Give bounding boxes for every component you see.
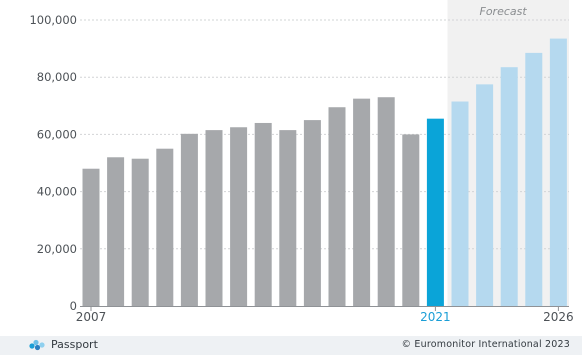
passport-brand: Passport bbox=[28, 338, 98, 351]
bar-2008 bbox=[107, 157, 125, 306]
bar-2015 bbox=[279, 130, 297, 306]
y-tick-label: 80,000 bbox=[37, 70, 77, 84]
x-tick-label: 2007 bbox=[76, 310, 107, 324]
bar-2010 bbox=[156, 148, 174, 306]
bar-2011 bbox=[180, 133, 198, 306]
x-tick-label: 2026 bbox=[543, 310, 574, 324]
bar-2016 bbox=[303, 120, 321, 306]
y-tick-label: 60,000 bbox=[37, 127, 77, 141]
y-tick-label: 100,000 bbox=[29, 13, 77, 27]
y-tick-label: 40,000 bbox=[37, 185, 77, 199]
y-axis: 0 20,000 40,000 60,000 80,000 100,000 bbox=[29, 13, 77, 313]
footer-bar: Passport © Euromonitor International 202… bbox=[0, 336, 582, 355]
y-tick-label: 0 bbox=[70, 299, 77, 313]
passport-logo-icon bbox=[29, 339, 45, 350]
copyright-text: © Euromonitor International 2023 bbox=[401, 339, 570, 350]
bar-2009 bbox=[131, 158, 149, 306]
bar-2019 bbox=[377, 97, 395, 306]
x-tick-label: 2021 bbox=[420, 310, 451, 324]
brand-label: Passport bbox=[51, 338, 98, 351]
bar-2014 bbox=[254, 122, 272, 307]
bar-chart: Forecast 0 20,000 40,000 60,000 80,000 100,00… bbox=[29, 0, 574, 324]
bar-2025 bbox=[525, 52, 543, 306]
bar-2013 bbox=[230, 127, 248, 306]
y-tick-label: 20,000 bbox=[37, 242, 77, 256]
bar-2026 bbox=[549, 38, 567, 307]
bar-2012 bbox=[205, 130, 223, 306]
x-axis: 2007 2021 2026 bbox=[76, 306, 574, 324]
bar-2018 bbox=[353, 98, 371, 307]
bar-2021 bbox=[426, 118, 444, 306]
bars bbox=[82, 38, 567, 307]
bar-2022 bbox=[451, 101, 469, 306]
bar-2007 bbox=[82, 168, 100, 306]
bar-2017 bbox=[328, 107, 346, 306]
bar-2023 bbox=[476, 84, 494, 306]
bar-2024 bbox=[500, 67, 518, 306]
forecast-label: Forecast bbox=[480, 5, 528, 18]
bar-2020 bbox=[402, 134, 420, 306]
